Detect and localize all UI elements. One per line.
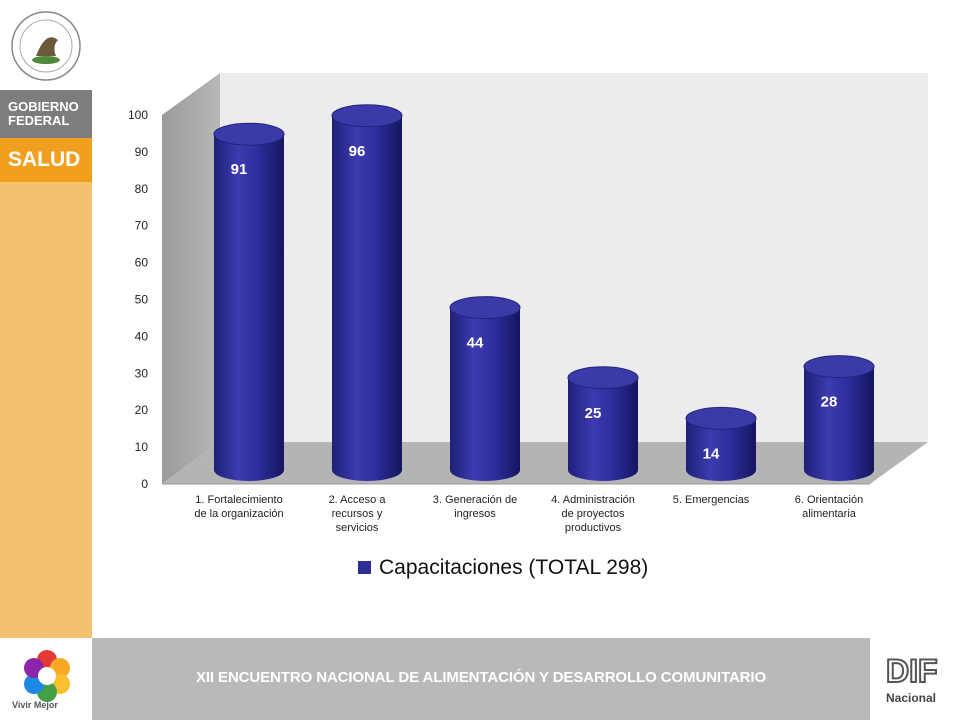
footer-title: XII ENCUENTRO NACIONAL DE ALIMENTACIÓN Y… xyxy=(195,668,767,686)
x-tick-label: de proyectos xyxy=(562,508,625,520)
x-tick-label: 1. Fortalecimiento xyxy=(195,494,282,506)
legend-swatch xyxy=(358,561,371,574)
data-label: 91 xyxy=(231,161,248,178)
bar-body xyxy=(804,366,874,481)
y-tick-label: 40 xyxy=(135,329,149,343)
flower-icon xyxy=(24,650,70,702)
gobierno-line2: FEDERAL xyxy=(8,113,70,128)
bar-top xyxy=(567,366,639,390)
bar xyxy=(449,296,521,481)
footer: XII ENCUENTRO NACIONAL DE ALIMENTACIÓN Y… xyxy=(0,638,960,720)
bar xyxy=(213,122,285,481)
legend-label: Capacitaciones (TOTAL 298) xyxy=(379,556,648,579)
bar-top xyxy=(449,296,521,320)
data-label: 96 xyxy=(349,143,366,160)
bar xyxy=(331,104,403,481)
x-tick-label: ingresos xyxy=(454,508,496,520)
side-wall xyxy=(162,73,220,484)
gobierno-line1: GOBIERNO xyxy=(8,99,79,114)
sidebar-fill xyxy=(0,182,92,638)
svg-text:Nacional: Nacional xyxy=(886,691,936,705)
gobierno-federal-logo: GOBIERNO FEDERAL xyxy=(8,100,79,128)
sidebar: GOBIERNO FEDERAL SALUD xyxy=(0,0,92,638)
x-tick-label: 2. Acceso a xyxy=(329,494,387,506)
dif-nacional-logo: DIF Nacional xyxy=(880,648,952,712)
y-tick-label: 20 xyxy=(135,403,149,417)
bar-top xyxy=(685,406,757,430)
y-tick-label: 30 xyxy=(135,366,149,380)
x-tick-label: productivos xyxy=(565,522,622,534)
bar-body xyxy=(568,377,638,481)
bar-body xyxy=(686,418,756,481)
y-tick-label: 70 xyxy=(135,219,149,233)
y-tick-label: 90 xyxy=(135,145,149,159)
x-tick-label: 3. Generación de xyxy=(433,494,517,506)
salud-logo: SALUD xyxy=(8,148,81,171)
bar-body xyxy=(450,307,520,481)
bar-top xyxy=(213,122,285,146)
x-tick-label: 5. Emergencias xyxy=(673,494,750,506)
y-tick-label: 50 xyxy=(135,293,149,307)
x-tick-label: alimentaria xyxy=(802,508,857,520)
footer-band xyxy=(92,638,870,720)
bar xyxy=(685,406,757,481)
dif-graphic: DIF Nacional xyxy=(885,652,939,705)
x-tick-label: 4. Administración xyxy=(551,494,635,506)
bar-chart: 0 10 20 30 40 50 60 70 80 90 100 91 96 44 25 14 28 1. For… xyxy=(128,73,928,579)
data-label: 25 xyxy=(585,405,602,422)
x-tick-label: recursos y xyxy=(332,508,383,520)
bar-top xyxy=(331,104,403,128)
data-label: 14 xyxy=(703,445,720,462)
bar xyxy=(803,355,875,481)
x-tick-label: 6. Orientación xyxy=(795,494,863,506)
bar-body xyxy=(214,134,284,481)
y-tick-label: 0 xyxy=(141,477,148,491)
data-label: 44 xyxy=(467,335,484,352)
svg-text:DIF: DIF xyxy=(886,653,938,689)
y-tick-label: 100 xyxy=(128,108,148,122)
data-label: 28 xyxy=(821,394,838,411)
salud-band xyxy=(0,138,92,182)
y-tick-label: 80 xyxy=(135,182,149,196)
x-tick-label: servicios xyxy=(336,522,379,534)
vivir-mejor-logo xyxy=(8,646,86,716)
bar-top xyxy=(803,355,875,379)
seal-graphic xyxy=(11,11,81,81)
mexico-seal-icon xyxy=(0,0,92,90)
bar xyxy=(567,366,639,481)
legend: Capacitaciones (TOTAL 298) xyxy=(358,556,648,579)
y-tick-label: 10 xyxy=(135,440,149,454)
gobierno-federal-band xyxy=(0,90,92,138)
vivir-mejor-label: Vivir Mejor xyxy=(12,700,58,710)
x-tick-label: de la organización xyxy=(194,508,283,520)
y-tick-label: 60 xyxy=(135,256,149,270)
bar-body xyxy=(332,115,402,481)
